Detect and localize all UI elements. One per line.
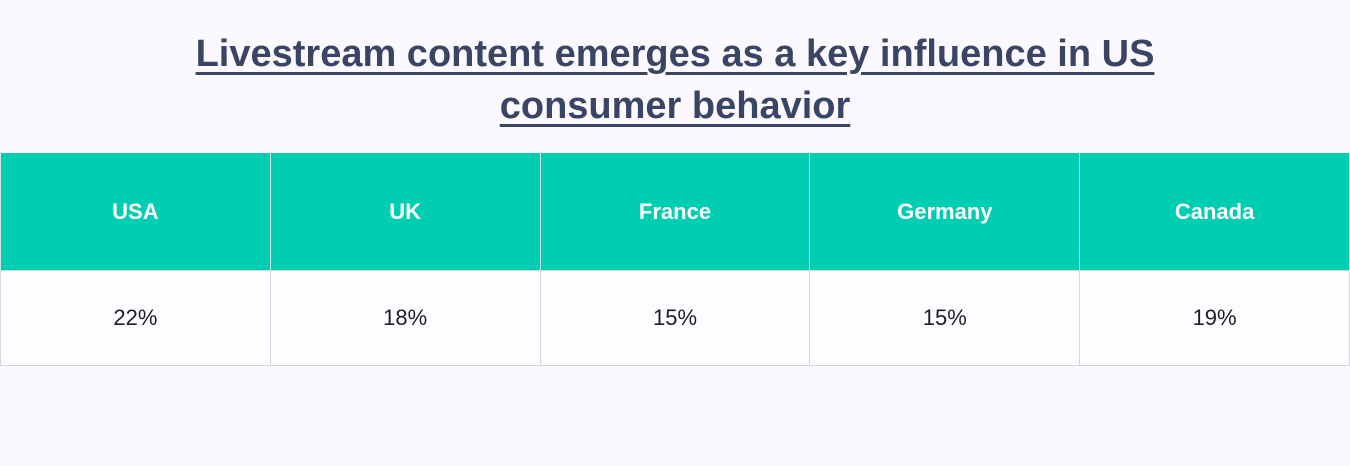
header-germany: Germany xyxy=(809,153,1081,271)
value-uk: 18% xyxy=(269,270,541,366)
value-usa: 22% xyxy=(0,270,271,366)
title-line-1: Livestream content emerges as a key infl… xyxy=(195,33,1155,75)
country-stats-table: USA UK France Germany Canada 22% 18% 15%… xyxy=(0,153,1350,366)
header-uk: UK xyxy=(269,153,541,271)
table-header-row: USA UK France Germany Canada xyxy=(0,153,1350,271)
header-canada: Canada xyxy=(1079,153,1350,271)
title-line-2: consumer behavior xyxy=(499,85,851,127)
header-france: France xyxy=(539,153,811,271)
page-title: Livestream content emerges as a key infl… xyxy=(0,28,1350,132)
header-usa: USA xyxy=(0,153,271,271)
table-row: 22% 18% 15% 15% 19% xyxy=(0,270,1350,366)
value-canada: 19% xyxy=(1079,270,1350,366)
value-france: 15% xyxy=(539,270,811,366)
value-germany: 15% xyxy=(809,270,1081,366)
